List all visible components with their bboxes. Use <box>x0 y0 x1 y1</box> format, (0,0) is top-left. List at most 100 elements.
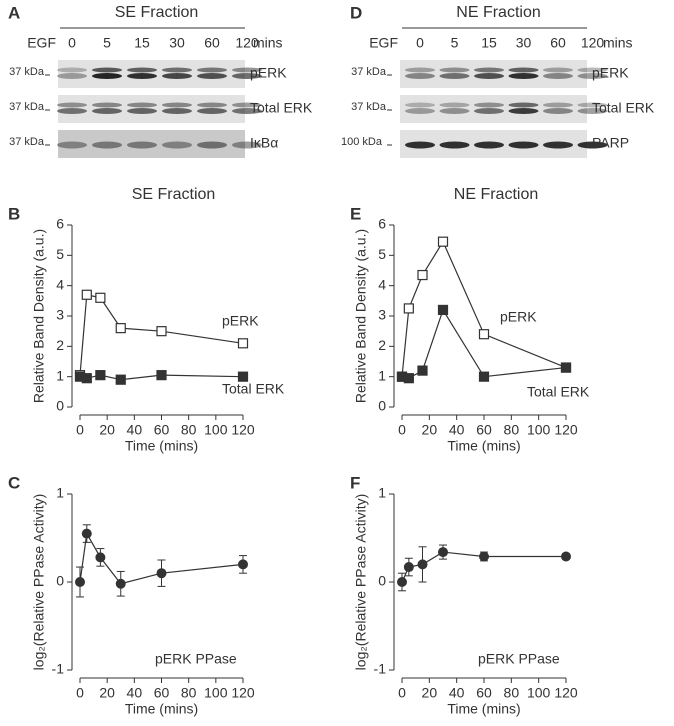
x-tick-label: 0 <box>76 422 84 438</box>
x-tick-label: 40 <box>127 422 143 438</box>
size-marker: 100 kDa <box>341 136 383 148</box>
band <box>197 73 227 79</box>
x-tick-label: 40 <box>127 685 143 701</box>
x-tick-label: 60 <box>476 422 492 438</box>
band <box>405 67 435 73</box>
y-tick-label: 2 <box>378 337 386 353</box>
y-axis-label: log₂(Relative PPase Activity) <box>353 494 369 671</box>
x-tick-label: 120 <box>231 685 255 701</box>
point <box>438 547 448 558</box>
point <box>417 269 428 281</box>
band <box>162 108 192 114</box>
band <box>127 73 157 79</box>
y-tick-label: 0 <box>378 398 386 414</box>
band <box>577 73 608 79</box>
band <box>162 102 192 108</box>
band <box>162 67 192 73</box>
band <box>405 102 435 108</box>
point <box>95 552 106 563</box>
point <box>115 578 126 589</box>
band <box>508 108 539 114</box>
band <box>543 73 573 79</box>
point <box>237 338 249 349</box>
lane-label: 0 <box>68 35 76 51</box>
series-line <box>79 531 244 585</box>
lane-label: 120 <box>235 35 259 51</box>
band <box>57 108 87 114</box>
band <box>508 141 539 149</box>
band <box>92 67 122 73</box>
size-marker: 37 kDa <box>9 66 45 78</box>
point <box>237 371 249 382</box>
band <box>474 67 504 73</box>
point <box>478 329 490 340</box>
y-tick-label: 2 <box>56 337 64 353</box>
x-tick-label: 120 <box>231 422 255 438</box>
x-tick-label: 20 <box>99 422 115 438</box>
panel-letter: D <box>350 3 362 22</box>
point <box>81 289 92 300</box>
band <box>543 67 573 73</box>
row-label: Total ERK <box>592 100 655 116</box>
band <box>439 141 470 149</box>
panel-letter: C <box>8 473 20 492</box>
panel-letter: B <box>8 204 20 223</box>
band <box>197 141 227 149</box>
lane-header: EGF <box>369 35 398 51</box>
x-tick-label: 20 <box>422 422 438 438</box>
y-axis-label: Relative Band Density (a.u.) <box>353 229 369 403</box>
point <box>115 323 126 334</box>
y-tick-label: 1 <box>56 485 64 501</box>
point <box>437 236 449 247</box>
point <box>238 559 248 570</box>
band <box>577 108 608 114</box>
point <box>403 303 414 314</box>
y-tick-label: 0 <box>56 398 64 414</box>
band <box>162 73 192 79</box>
band <box>57 141 87 149</box>
point <box>156 370 167 381</box>
band <box>232 102 262 108</box>
point <box>560 362 572 373</box>
chart-title: NE Fraction <box>454 186 538 203</box>
band <box>474 108 504 114</box>
x-tick-label: 60 <box>154 422 170 438</box>
point <box>417 365 428 376</box>
band <box>127 67 157 73</box>
panel-letter: A <box>8 3 20 22</box>
y-axis-label: log₂(Relative PPase Activity) <box>31 494 47 671</box>
size-marker: 37 kDa <box>9 136 45 148</box>
x-tick-label: 40 <box>449 685 465 701</box>
band <box>197 67 227 73</box>
x-tick-label: 100 <box>527 685 551 701</box>
row-label: PARP <box>592 135 629 151</box>
x-tick-label: 120 <box>554 422 578 438</box>
point <box>397 577 407 587</box>
y-tick-label: 1 <box>378 485 386 501</box>
series-label: Total ERK <box>222 381 285 397</box>
y-tick-label: 4 <box>56 276 64 292</box>
band <box>474 73 504 79</box>
x-tick-label: 40 <box>449 422 465 438</box>
y-tick-label: 3 <box>378 307 386 323</box>
x-tick-label: 80 <box>181 422 197 438</box>
panel-letter: F <box>350 473 360 492</box>
point <box>81 373 92 384</box>
band <box>232 67 262 73</box>
lane-label: 0 <box>416 35 424 51</box>
point <box>75 577 85 587</box>
lane-unit: mins <box>603 35 633 51</box>
band <box>439 67 470 73</box>
point <box>156 326 167 337</box>
x-tick-label: 100 <box>204 685 228 701</box>
chart-title: SE Fraction <box>132 186 216 203</box>
band <box>508 67 539 73</box>
y-tick-label: 6 <box>56 216 64 232</box>
x-tick-label: 80 <box>504 422 520 438</box>
row-label: IκBα <box>250 135 278 151</box>
point <box>156 568 167 579</box>
x-axis-label: Time (mins) <box>125 701 198 717</box>
point <box>417 559 428 570</box>
band <box>474 141 504 149</box>
